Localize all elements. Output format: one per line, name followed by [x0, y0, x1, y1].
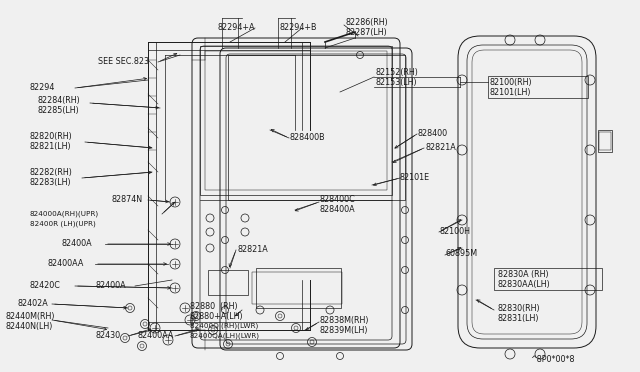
Text: 82880  (RH): 82880 (RH) — [190, 301, 237, 311]
Text: 82285(LH): 82285(LH) — [38, 106, 80, 115]
Text: 82294+B: 82294+B — [280, 23, 317, 32]
Text: 82400Q (RH)(LWR): 82400Q (RH)(LWR) — [190, 323, 259, 329]
Bar — [205, 51, 387, 190]
Text: 82400A: 82400A — [96, 282, 127, 291]
Text: 82400AA: 82400AA — [48, 260, 84, 269]
Bar — [494, 268, 602, 290]
Text: 828400C: 828400C — [320, 196, 356, 205]
Text: 82402A: 82402A — [18, 299, 49, 308]
Text: 82100H: 82100H — [440, 228, 471, 237]
Text: 60895M: 60895M — [445, 250, 477, 259]
Bar — [252, 272, 342, 304]
Text: 82400A: 82400A — [62, 240, 93, 248]
Text: 82152(RH): 82152(RH) — [375, 67, 418, 77]
Text: 82400R (LH)(UPR): 82400R (LH)(UPR) — [30, 221, 96, 227]
Text: 82100(RH): 82100(RH) — [490, 77, 532, 87]
Bar — [598, 130, 612, 152]
Text: 82287(LH): 82287(LH) — [345, 28, 387, 36]
Text: 82821(LH): 82821(LH) — [30, 141, 72, 151]
Bar — [200, 46, 392, 195]
Text: 82838M(RH): 82838M(RH) — [320, 315, 369, 324]
Bar — [256, 268, 341, 308]
Text: ^8P0*00*8: ^8P0*00*8 — [530, 356, 575, 365]
Text: 82821A: 82821A — [425, 144, 456, 153]
Text: 82830A (RH): 82830A (RH) — [498, 269, 548, 279]
Text: 82420C: 82420C — [30, 282, 61, 291]
Text: 82820(RH): 82820(RH) — [30, 131, 73, 141]
Text: 82153(LH): 82153(LH) — [375, 77, 417, 87]
Text: 828400A: 828400A — [320, 205, 356, 215]
Text: 82839M(LH): 82839M(LH) — [320, 326, 369, 334]
Text: 82284(RH): 82284(RH) — [38, 96, 81, 105]
Text: 82440M(RH): 82440M(RH) — [6, 311, 56, 321]
Text: 82294+A: 82294+A — [218, 23, 255, 32]
Text: 828400B: 828400B — [290, 134, 326, 142]
Text: 82101E: 82101E — [400, 173, 430, 183]
Text: 828400: 828400 — [418, 129, 448, 138]
Text: 82830(RH): 82830(RH) — [498, 304, 541, 312]
Bar — [488, 76, 588, 98]
Text: 824000A(RH)(UPR): 824000A(RH)(UPR) — [30, 211, 99, 217]
Bar — [228, 55, 405, 200]
Text: 82874N: 82874N — [112, 196, 143, 205]
Text: 82101(LH): 82101(LH) — [490, 87, 531, 96]
Bar — [599, 132, 611, 150]
Text: 82821A: 82821A — [237, 246, 268, 254]
Text: 82440N(LH): 82440N(LH) — [6, 321, 53, 330]
Text: SEE SEC.823: SEE SEC.823 — [98, 58, 149, 67]
Text: 82830AA(LH): 82830AA(LH) — [498, 279, 551, 289]
Text: 82283(LH): 82283(LH) — [30, 177, 72, 186]
Text: 82430: 82430 — [96, 331, 121, 340]
Text: 82294: 82294 — [30, 83, 56, 93]
Text: 82400QA(LH)(LWR): 82400QA(LH)(LWR) — [190, 333, 260, 339]
Text: 82831(LH): 82831(LH) — [498, 314, 540, 323]
Text: 82400AA: 82400AA — [138, 331, 174, 340]
Text: 82880+A(LH): 82880+A(LH) — [190, 311, 244, 321]
Bar — [208, 270, 248, 295]
Text: 82282(RH): 82282(RH) — [30, 167, 73, 176]
Text: 82286(RH): 82286(RH) — [345, 17, 388, 26]
